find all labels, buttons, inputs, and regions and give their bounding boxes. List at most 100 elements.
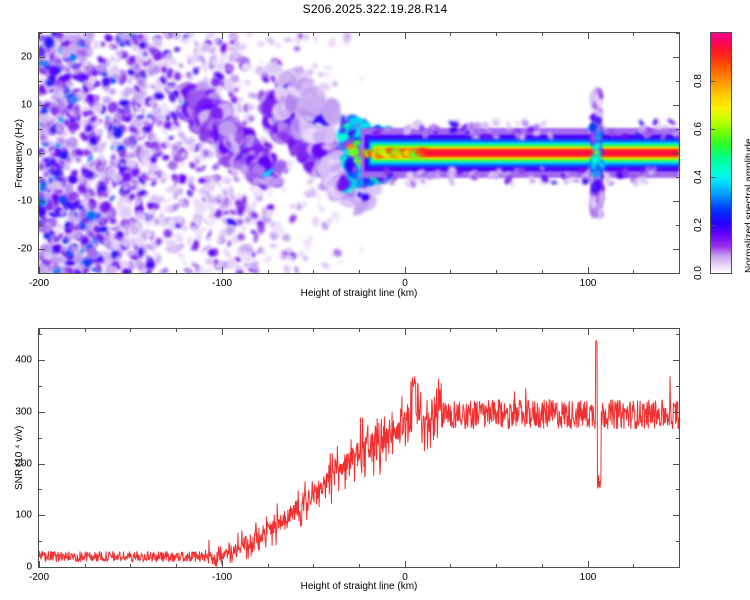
x-minor-tick <box>633 564 634 568</box>
y-minor-tick <box>38 177 42 178</box>
x-minor-tick <box>679 564 680 568</box>
y-minor-tick-right <box>676 33 680 34</box>
x-minor-tick-top <box>679 32 680 36</box>
y-minor-tick-right <box>676 386 680 387</box>
y-minor-tick <box>38 438 42 439</box>
y-minor-tick-right <box>676 177 680 178</box>
y-minor-tick <box>38 33 42 34</box>
y-major-tick-right <box>673 515 680 516</box>
y-major-tick <box>38 464 45 465</box>
y-major-tick <box>38 249 45 250</box>
x-major-tick-top <box>588 328 589 335</box>
y-minor-tick <box>38 334 42 335</box>
x-minor-tick <box>633 270 634 274</box>
y-tick-label: 200 <box>15 458 32 470</box>
y-major-tick-right <box>673 412 680 413</box>
x-minor-tick <box>85 270 86 274</box>
x-minor-tick-top <box>450 328 451 332</box>
y-minor-tick-right <box>676 273 680 274</box>
x-major-tick-top <box>222 328 223 335</box>
snr-line <box>39 340 679 567</box>
y-tick-label: -10 <box>17 195 32 207</box>
y-tick-label: 10 <box>20 99 32 111</box>
y-major-tick <box>38 412 45 413</box>
x-major-tick-top <box>405 328 406 335</box>
x-major-tick <box>588 561 589 568</box>
y-tick-label: 300 <box>15 406 32 418</box>
snr-x-axis-label: Height of straight line (km) <box>300 581 418 592</box>
x-tick-label: 0 <box>402 278 408 289</box>
y-tick-label: 400 <box>15 354 32 366</box>
y-minor-tick <box>38 489 42 490</box>
y-tick-label: -20 <box>17 243 32 255</box>
colorbar-tick <box>710 81 715 82</box>
y-minor-tick <box>38 273 42 274</box>
colorbar <box>710 32 732 274</box>
y-tick-label: 100 <box>15 509 32 521</box>
y-major-tick <box>38 153 45 154</box>
x-minor-tick <box>176 270 177 274</box>
x-major-tick <box>222 561 223 568</box>
spectrogram-canvas <box>39 33 679 273</box>
y-major-tick <box>38 567 45 568</box>
y-minor-tick-right <box>676 225 680 226</box>
x-minor-tick <box>130 564 131 568</box>
x-minor-tick-top <box>542 32 543 36</box>
x-minor-tick <box>359 270 360 274</box>
x-minor-tick <box>313 270 314 274</box>
x-minor-tick-top <box>268 328 269 332</box>
x-tick-label: 100 <box>579 572 597 583</box>
x-major-tick-top <box>588 32 589 39</box>
y-tick-label: 0 <box>26 561 32 573</box>
x-minor-tick-top <box>85 328 86 332</box>
x-minor-tick-top <box>130 32 131 36</box>
colorbar-tick-label: 0.8 <box>693 74 704 88</box>
spectrogram-y-axis-label: Frequency (Hz) <box>14 119 25 188</box>
x-minor-tick-top <box>313 328 314 332</box>
x-minor-tick-top <box>313 32 314 36</box>
colorbar-tick <box>710 177 715 178</box>
x-minor-tick-top <box>542 328 543 332</box>
y-minor-tick-right <box>676 541 680 542</box>
x-major-tick-top <box>39 328 40 335</box>
x-minor-tick-top <box>450 32 451 36</box>
x-minor-tick-top <box>130 328 131 332</box>
x-minor-tick-top <box>359 32 360 36</box>
x-major-tick-top <box>222 32 223 39</box>
x-minor-tick-top <box>633 32 634 36</box>
x-major-tick <box>39 561 40 568</box>
y-major-tick <box>38 360 45 361</box>
snr-canvas <box>39 340 679 567</box>
x-minor-tick-top <box>176 328 177 332</box>
y-major-tick-right <box>673 464 680 465</box>
y-minor-tick <box>38 541 42 542</box>
snr-y-axis-label: SNR (10 ⁴ v/v) <box>14 425 25 490</box>
y-major-tick-right <box>673 201 680 202</box>
x-minor-tick <box>496 270 497 274</box>
colorbar-tick-label: 0.6 <box>693 122 704 136</box>
x-minor-tick-top <box>359 328 360 332</box>
x-minor-tick-top <box>176 32 177 36</box>
colorbar-tick-label: 0.2 <box>693 218 704 232</box>
y-minor-tick-right <box>676 489 680 490</box>
y-minor-tick <box>38 129 42 130</box>
colorbar-tick-label: 0.0 <box>693 266 704 280</box>
y-major-tick-right <box>673 105 680 106</box>
x-major-tick <box>588 267 589 274</box>
x-minor-tick <box>679 270 680 274</box>
x-minor-tick <box>130 270 131 274</box>
spectrogram-plot-area <box>38 32 680 274</box>
y-major-tick-right <box>673 567 680 568</box>
y-major-tick-right <box>673 153 680 154</box>
x-minor-tick <box>176 564 177 568</box>
snr-plot-area <box>38 328 680 568</box>
y-tick-label: 0 <box>26 147 32 159</box>
y-minor-tick-right <box>676 81 680 82</box>
y-major-tick-right <box>673 57 680 58</box>
x-minor-tick-top <box>496 32 497 36</box>
colorbar-tick <box>710 129 715 130</box>
y-major-tick <box>38 515 45 516</box>
y-minor-tick <box>38 225 42 226</box>
y-minor-tick-right <box>676 129 680 130</box>
x-major-tick <box>39 267 40 274</box>
